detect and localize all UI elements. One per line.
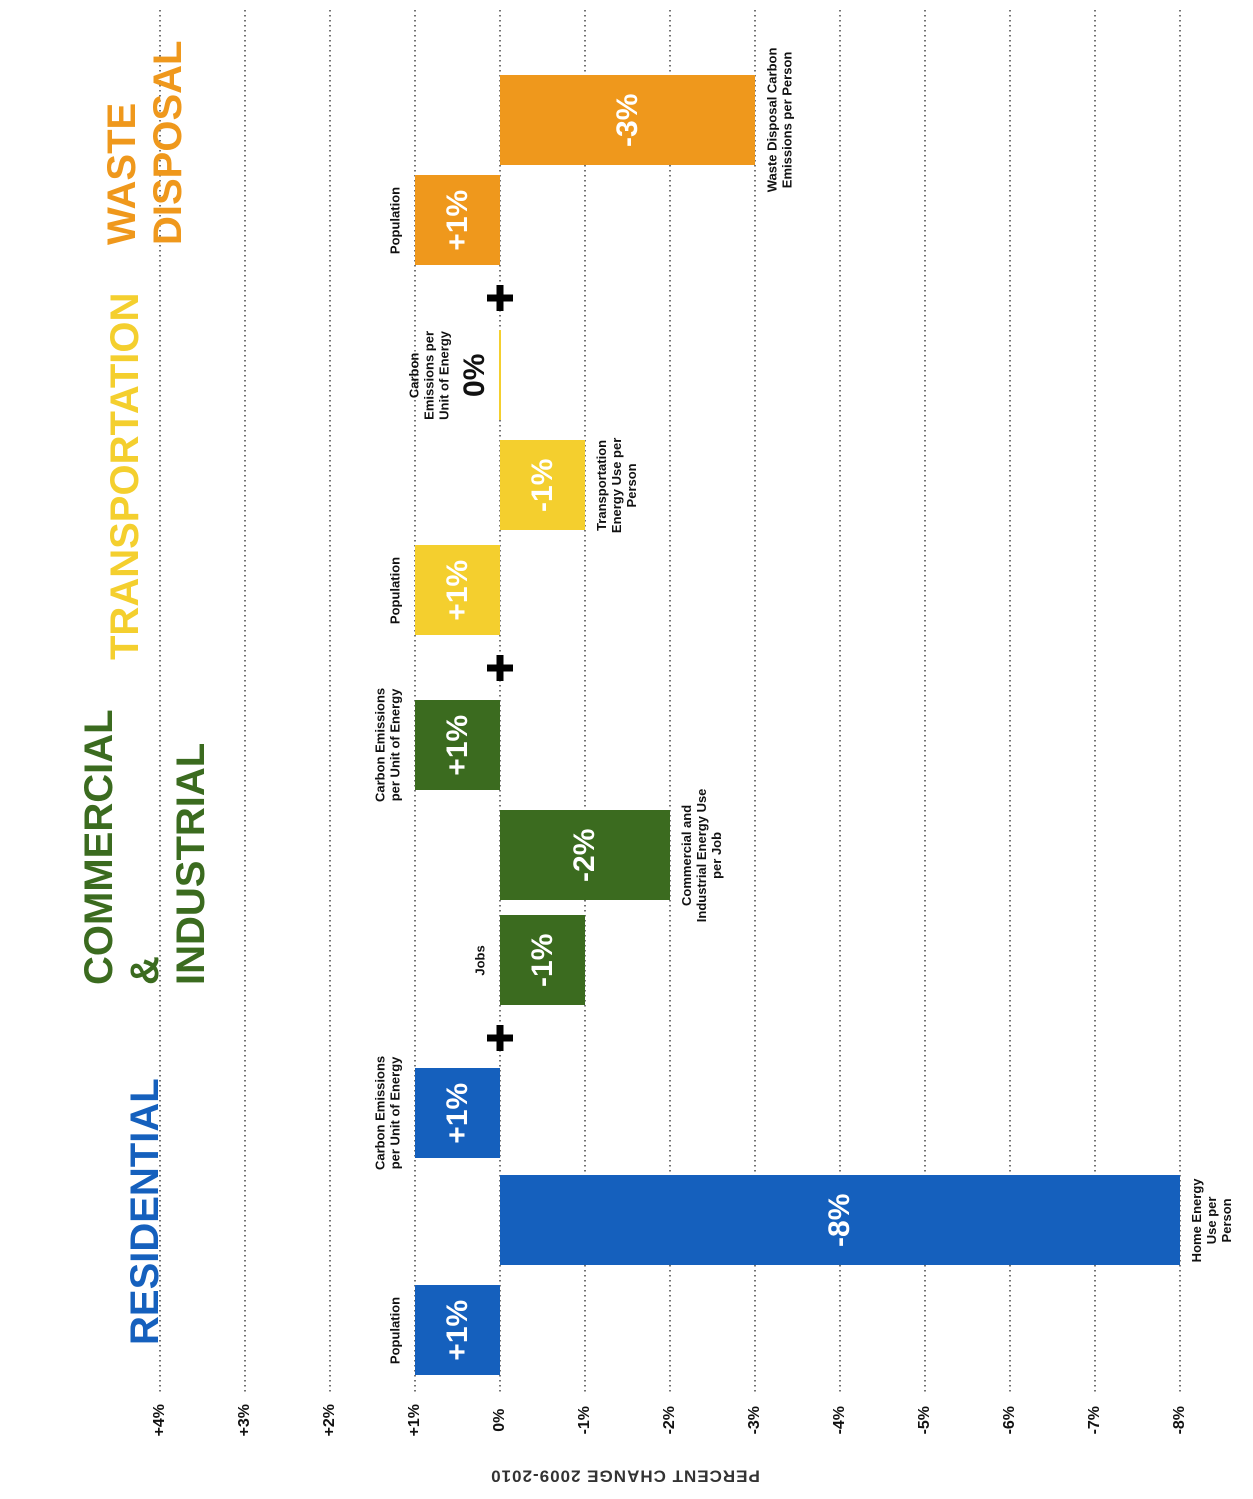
- category-label: Transportation Energy Use per Person: [594, 437, 639, 533]
- value-label: +1%: [440, 189, 474, 251]
- bar: [415, 175, 500, 265]
- value-label: -2%: [567, 828, 601, 882]
- x-tick-label: +1%: [405, 1403, 423, 1437]
- value-label: -1%: [525, 933, 559, 987]
- value-label: 0%: [457, 353, 491, 397]
- category-label: Population: [387, 1296, 403, 1364]
- x-tick-label: -6%: [1000, 1405, 1018, 1435]
- x-tick-label: 0%: [490, 1408, 508, 1432]
- x-tick-label: -4%: [830, 1405, 848, 1435]
- bar: [415, 700, 500, 790]
- plus-sign: [487, 655, 513, 681]
- bar: [415, 1285, 500, 1375]
- bar: [500, 75, 755, 165]
- value-label: +1%: [440, 714, 474, 776]
- bar: [415, 1068, 500, 1158]
- category-label: Population: [387, 556, 403, 624]
- bar: [500, 1175, 1180, 1265]
- category-label: Carbon Emissions per Unit of Energy: [406, 330, 451, 420]
- axis-title: PERCENT CHANGE 2009-2010: [490, 1466, 760, 1486]
- x-tick-label: -1%: [575, 1405, 593, 1435]
- category-label: Waste Disposal Carbon Emissions per Pers…: [764, 47, 794, 193]
- x-tick-label: -8%: [1170, 1405, 1188, 1435]
- bar: [500, 810, 670, 900]
- value-label: +1%: [440, 559, 474, 621]
- category-label: Carbon Emissions per Unit of Energy: [372, 687, 402, 803]
- category-label: Carbon Emissions per Unit of Energy: [372, 1055, 402, 1171]
- value-label: -8%: [822, 1193, 856, 1247]
- x-tick-label: +4%: [150, 1403, 168, 1437]
- bar: [500, 440, 585, 530]
- group-heading: COMMERCIAL & INDUSTRIAL: [77, 710, 213, 985]
- group-heading: WASTE DISPOSAL: [100, 40, 190, 245]
- bar: [499, 330, 501, 420]
- x-tick-label: +3%: [235, 1403, 253, 1437]
- group-heading: RESIDENTIAL: [123, 1078, 167, 1345]
- x-tick-label: -7%: [1085, 1405, 1103, 1435]
- x-tick-label: -2%: [660, 1405, 678, 1435]
- category-label: Population: [387, 186, 403, 254]
- category-label: Commercial and Industrial Energy Use per…: [679, 788, 724, 922]
- category-label: Jobs: [472, 944, 488, 976]
- x-tick-label: -5%: [915, 1405, 933, 1435]
- group-heading: TRANSPORTATION: [103, 292, 147, 660]
- plus-sign: [487, 285, 513, 311]
- bar: [500, 915, 585, 1005]
- bar: [415, 545, 500, 635]
- x-tick-label: +2%: [320, 1403, 338, 1437]
- x-tick-label: -3%: [745, 1405, 763, 1435]
- plus-sign: [487, 1025, 513, 1051]
- value-label: +1%: [440, 1299, 474, 1361]
- value-label: -1%: [525, 458, 559, 512]
- category-label: Home Energy Use per Person: [1189, 1178, 1234, 1262]
- value-label: -3%: [610, 93, 644, 147]
- value-label: +1%: [440, 1082, 474, 1144]
